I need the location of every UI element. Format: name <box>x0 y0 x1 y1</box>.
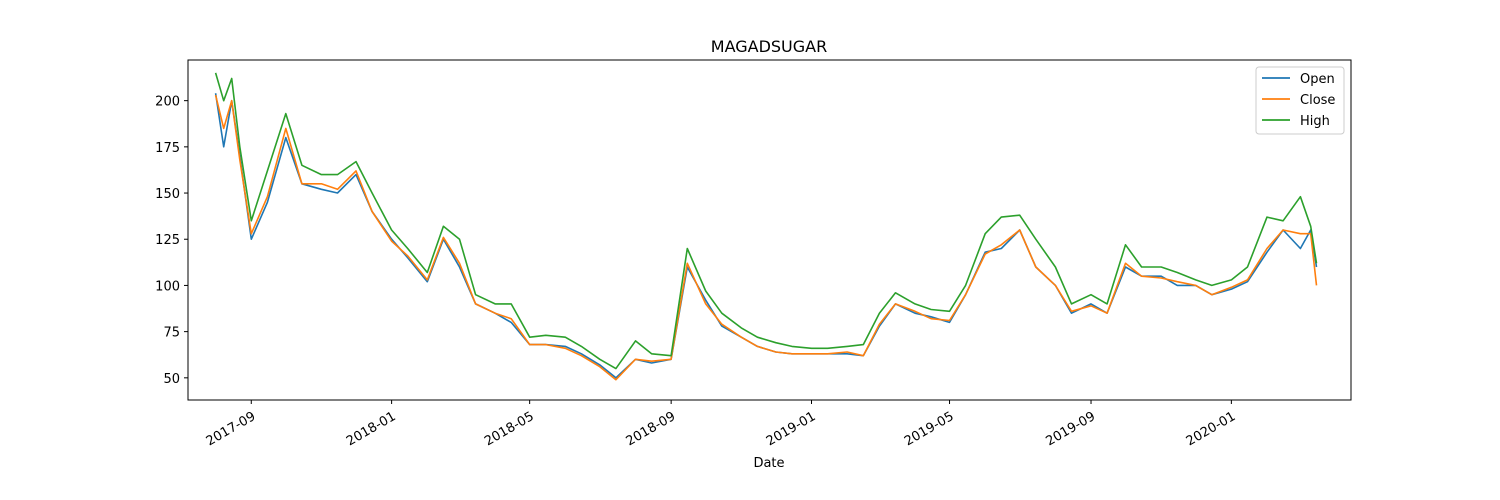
y-tick-label-100: 100 <box>155 279 180 294</box>
y-tick-label-125: 125 <box>155 233 180 248</box>
legend-label-high: High <box>1300 114 1330 129</box>
legend-label-open: Open <box>1300 72 1335 87</box>
series-layer <box>214 72 1318 381</box>
y-tick-label-75: 75 <box>163 326 180 341</box>
y-tick-label-200: 200 <box>155 95 180 110</box>
legend-label-close: Close <box>1300 93 1335 108</box>
plot-frame <box>187 59 1352 401</box>
y-tick-label-150: 150 <box>155 187 180 202</box>
y-axis: 50 75 100 125 150 175 200 <box>155 95 188 387</box>
series-line-high <box>214 72 1318 370</box>
y-tick-label-50: 50 <box>163 372 180 387</box>
x-axis-label: Date <box>753 456 784 471</box>
legend: Open Close High <box>1255 66 1345 135</box>
y-tick-label-175: 175 <box>155 141 180 156</box>
chart-title: MAGADSUGAR <box>711 37 827 56</box>
legend-box <box>1255 66 1345 135</box>
series-line-close <box>214 94 1318 381</box>
